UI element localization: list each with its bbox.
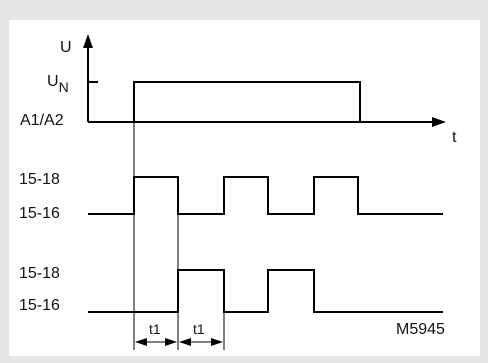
relay-trace-2	[88, 269, 443, 313]
t1-arrow-left-1	[135, 338, 147, 346]
time-axis-arrow	[432, 117, 446, 127]
time-axis-label: t	[452, 129, 457, 146]
t1-label-2: t1	[193, 321, 205, 337]
relay2-on-label: 15-18	[19, 265, 60, 282]
t1-arrow-right-1	[165, 338, 177, 346]
relay1-off-label: 15-16	[19, 205, 60, 222]
nominal-voltage-label: UN	[47, 73, 69, 95]
t1-label-1: t1	[149, 321, 161, 337]
t1-arrow-left-2	[179, 338, 191, 346]
drawing-number: M5945	[396, 321, 445, 338]
relay2-off-label: 15-16	[19, 297, 60, 314]
relay-trace-1	[88, 176, 443, 215]
supply-pulse	[133, 81, 361, 122]
voltage-axis-label: U	[60, 39, 72, 56]
supply-label: A1/A2	[20, 112, 64, 129]
relay1-on-label: 15-18	[19, 171, 60, 188]
voltage-axis-arrow	[83, 34, 93, 48]
t1-arrow-right-2	[211, 338, 223, 346]
